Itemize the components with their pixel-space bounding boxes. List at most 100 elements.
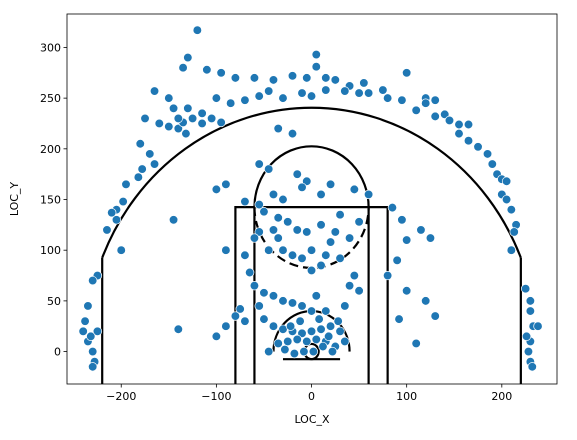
shot-point [211,93,222,103]
shot-point [316,220,326,230]
shot-point [295,316,305,326]
free-throw-arc-top [253,145,370,208]
shot-point [392,255,402,265]
shot-point [330,227,340,237]
shot-point [349,270,359,281]
shot-point [316,324,326,334]
shot-point [102,225,112,235]
shot-point [306,326,317,336]
y-tick: 50 [47,295,67,308]
shot-point [235,304,245,314]
court-lines [101,106,522,384]
shot-point [216,117,226,128]
shot-point [411,338,421,349]
shot-point [273,338,283,349]
shot-point [197,108,207,118]
shot-point [254,91,264,101]
shot-point [259,314,269,324]
shot-point [206,113,217,124]
shot-point [245,267,255,278]
shot-point [164,121,174,132]
shot-point [316,260,326,271]
shot-point [216,68,226,78]
shot-point [116,245,126,255]
y-tick-label: 200 [40,143,61,156]
y-tick-label: 0 [54,346,61,359]
shot-point [280,344,290,355]
shot-point [311,291,321,301]
shot-point [297,253,307,263]
shot-point [306,306,317,316]
shot-point [154,118,164,129]
x-axis-label: LOC_X [294,413,330,426]
shot-point [285,321,296,331]
plot-frame [66,13,558,385]
shot-point [287,71,298,81]
shot-point [430,311,440,321]
shot-point [278,245,288,255]
shot-point [273,213,283,223]
y-tick: 100 [40,244,67,257]
shot-point [173,113,183,124]
shot-point [378,85,388,95]
shot-point [533,321,543,331]
shot-point [359,78,369,88]
shot-point [520,284,531,294]
shot-point [325,321,336,331]
shot-point [264,245,274,255]
shot-point [340,86,350,96]
shot-point [506,245,516,255]
shot-point [440,109,450,120]
shot-point [397,215,407,225]
shot-point [187,113,198,124]
shot-point [302,227,312,237]
shot-point [340,336,350,347]
shot-point [325,179,336,189]
shot-point [264,164,274,174]
shot-point [302,73,312,83]
shot-point [527,362,537,372]
shot-point [211,331,222,342]
shot-point [240,316,250,326]
shot-point [463,136,474,146]
shot-point [321,85,331,95]
shot-point [107,208,117,218]
shot-point [254,159,264,169]
y-tick: 0 [54,346,67,359]
shot-point [249,233,260,243]
shot-point [192,25,202,35]
shot-point [430,95,440,105]
y-tick: 250 [40,92,67,105]
shot-point [249,73,260,83]
y-axis-ticks: 0 50 100 150 200 250 300 [40,41,67,359]
shot-point [463,119,474,130]
shot-point [278,194,288,205]
shot-point [178,63,188,73]
data-points [78,25,543,372]
shot-point [254,301,264,311]
shot-point [506,204,516,215]
shot-point [264,346,274,357]
shot-point [306,245,317,255]
shot-point [425,233,436,243]
shot-point [297,301,307,311]
shot-point [173,324,183,334]
shot-point [78,326,88,336]
shot-point [321,306,331,316]
y-tick: 300 [40,41,67,54]
x-tick-label: 0 [308,390,315,403]
shot-point [321,250,331,260]
shot-point [145,149,155,159]
shot-point [268,321,279,331]
shot-point [302,336,312,347]
shot-point [88,275,98,286]
shot-point [202,65,212,75]
paint-outer-box [234,206,389,384]
shot-point [240,95,250,105]
shot-point [382,270,393,281]
shot-point [287,128,298,139]
shot-point [297,182,307,192]
shot-point [482,149,493,159]
x-tick: 200 [491,384,512,403]
shot-point [316,189,326,200]
